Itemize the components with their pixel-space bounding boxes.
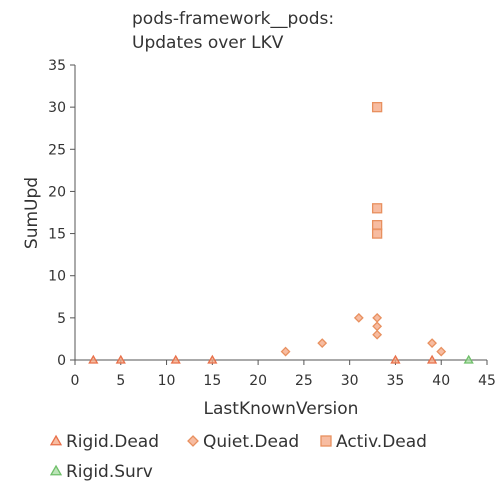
x-tick-label: 35 xyxy=(387,373,405,389)
x-tick-label: 45 xyxy=(478,373,496,389)
y-tick-label: 5 xyxy=(57,311,66,327)
y-tick-label: 0 xyxy=(57,353,66,369)
data-point-triangle xyxy=(426,354,438,364)
data-point-diamond xyxy=(436,346,447,357)
data-point-triangle xyxy=(463,354,474,364)
x-axis-label: LastKnownVersion xyxy=(204,399,359,419)
x-tick-label: 20 xyxy=(249,373,267,389)
data-point-diamond xyxy=(372,329,383,340)
data-point-diamond xyxy=(372,321,383,332)
legend-label: Quiet.Dead xyxy=(203,432,299,452)
legend-marker-triangle xyxy=(49,464,63,476)
legend-label: Rigid.Surv xyxy=(66,462,153,482)
x-tick-label: 0 xyxy=(71,373,80,389)
data-point-diamond xyxy=(372,312,383,323)
data-point-triangle xyxy=(390,354,401,364)
x-tick-label: 10 xyxy=(158,373,176,389)
data-point-triangle xyxy=(115,354,126,364)
data-points xyxy=(88,101,474,364)
legend-marker-diamond xyxy=(187,435,199,447)
legend-marker-square xyxy=(320,435,332,447)
data-point-triangle xyxy=(88,354,99,364)
data-point-triangle xyxy=(170,354,181,364)
data-point-square xyxy=(371,101,383,113)
y-tick-label: 20 xyxy=(48,184,66,200)
y-tick-label: 25 xyxy=(48,142,66,158)
data-point-triangle xyxy=(207,354,218,364)
data-point-diamond xyxy=(317,338,328,349)
x-axis-ticks: 0 5 10 15 20 25 30 35 40 45 xyxy=(71,360,496,389)
x-tick-label: 25 xyxy=(295,373,313,389)
y-axis-ticks: 0 5 10 15 20 25 30 35 xyxy=(48,58,75,369)
y-axis-label: SumUpd xyxy=(22,177,42,249)
y-tick-label: 10 xyxy=(48,269,66,285)
y-tick-label: 15 xyxy=(48,227,66,243)
x-tick-label: 40 xyxy=(432,373,450,389)
data-point-diamond xyxy=(280,346,291,357)
axes xyxy=(74,65,487,361)
x-tick-label: 30 xyxy=(341,373,359,389)
data-point-square xyxy=(371,219,383,231)
data-point-square xyxy=(371,228,383,239)
legend-label: Rigid.Dead xyxy=(66,432,159,452)
y-tick-label: 35 xyxy=(48,58,66,74)
legend-marker-triangle xyxy=(49,434,63,446)
x-tick-label: 15 xyxy=(203,373,221,389)
data-point-diamond xyxy=(353,312,364,323)
y-tick-label: 30 xyxy=(48,100,66,116)
legend: Rigid.Dead Quiet.Dead Activ.Dead Rigid.Surv xyxy=(49,432,427,482)
chart-title-line-1: pods-framework__pods: xyxy=(132,9,334,29)
chart-title: pods-framework__pods: Updates over LKV xyxy=(132,9,334,53)
data-point-diamond xyxy=(427,338,437,349)
x-tick-label: 5 xyxy=(116,373,125,389)
data-point-square xyxy=(371,203,383,214)
legend-label: Activ.Dead xyxy=(336,432,427,452)
chart-title-line-2: Updates over LKV xyxy=(132,33,284,53)
